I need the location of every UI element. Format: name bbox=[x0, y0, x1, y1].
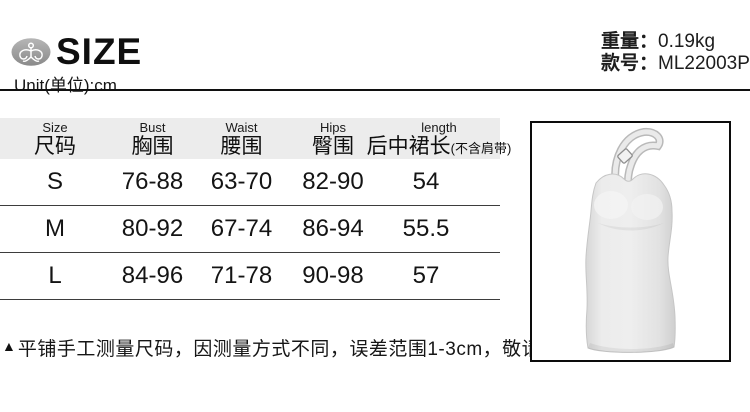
product-photo-box bbox=[530, 121, 731, 362]
cell-bust: 76-88 bbox=[121, 168, 184, 195]
col-header-hips: Hips 臀围 bbox=[288, 121, 378, 157]
cell-waist: 67-74 bbox=[210, 215, 273, 242]
page-title: SIZE bbox=[56, 31, 143, 72]
cell-hips: 90-98 bbox=[302, 262, 364, 289]
style-number-row: 款号： ML22003PF bbox=[601, 53, 750, 75]
col-bust-zh: 胸围 bbox=[131, 134, 174, 158]
col-hips-en: Hips bbox=[319, 119, 346, 135]
top-rule bbox=[0, 89, 750, 91]
cell-size: L bbox=[48, 262, 62, 289]
brand-block: SIZE bbox=[10, 33, 142, 70]
cell-size: S bbox=[46, 168, 63, 195]
cell-waist: 63-70 bbox=[210, 168, 273, 195]
col-length-en: length bbox=[421, 119, 457, 135]
measurement-footnote: ▲ 平铺手工测量尺码，因测量方式不同，误差范围1-3cm，敬请谅解 bbox=[2, 337, 580, 363]
cell-length: 55.5 bbox=[402, 215, 450, 242]
style-number-label: 款号： bbox=[601, 53, 659, 74]
cell-length: 57 bbox=[412, 262, 440, 289]
halter-strap bbox=[611, 127, 664, 189]
col-waist-en: Waist bbox=[225, 119, 258, 135]
style-number-value: ML22003PF bbox=[658, 53, 750, 74]
cell-hips: 86-94 bbox=[302, 215, 364, 242]
product-info: 重量： 0.19kg 款号： ML22003PF bbox=[601, 31, 750, 75]
table-row-s: S 76-88 63-70 82-90 54 bbox=[0, 159, 500, 206]
cell-bust: 84-96 bbox=[121, 262, 184, 289]
size-table-header: Size 尺码 Bust 胸围 Waist 腰围 Hips 臀围 length … bbox=[0, 118, 512, 159]
brand-logo-icon bbox=[11, 37, 51, 66]
col-waist-zh: 腰围 bbox=[220, 134, 263, 158]
weight-value: 0.19kg bbox=[658, 31, 716, 52]
col-size-zh: 尺码 bbox=[34, 134, 76, 158]
weight-label: 重量： bbox=[601, 31, 659, 52]
col-header-bust: Bust 胸围 bbox=[110, 121, 195, 157]
col-hips-zh: 臀围 bbox=[312, 134, 354, 158]
table-row-l: L 84-96 71-78 90-98 57 bbox=[0, 253, 500, 300]
cell-hips: 82-90 bbox=[302, 168, 364, 195]
cell-bust: 80-92 bbox=[121, 215, 184, 242]
col-header-length: length 后中裙长(不含肩带) bbox=[367, 119, 512, 157]
col-length-note: (不含肩带) bbox=[450, 140, 512, 156]
footnote-text: 平铺手工测量尺码，因测量方式不同，误差范围1-3cm，敬请谅解 bbox=[17, 339, 581, 360]
dress-photo bbox=[585, 127, 676, 353]
table-row-m: M 80-92 67-74 86-94 55.5 bbox=[0, 206, 500, 253]
strap-buckle bbox=[617, 148, 633, 164]
cell-waist: 71-78 bbox=[210, 262, 273, 289]
weight-row: 重量： 0.19kg bbox=[601, 31, 750, 53]
cell-size: M bbox=[45, 215, 65, 242]
triangle-icon: ▲ bbox=[2, 338, 16, 354]
unit-label: Unit(单位):cm bbox=[14, 76, 117, 95]
col-size-en: Size bbox=[42, 119, 68, 135]
size-table: Size 尺码 Bust 胸围 Waist 腰围 Hips 臀围 length … bbox=[0, 118, 512, 300]
col-bust-en: Bust bbox=[139, 119, 166, 135]
cell-length: 54 bbox=[412, 168, 440, 195]
col-header-waist: Waist 腰围 bbox=[195, 121, 288, 157]
col-length-zh: 后中裙长(不含肩带) bbox=[366, 134, 512, 158]
col-header-size: Size 尺码 bbox=[0, 121, 110, 157]
